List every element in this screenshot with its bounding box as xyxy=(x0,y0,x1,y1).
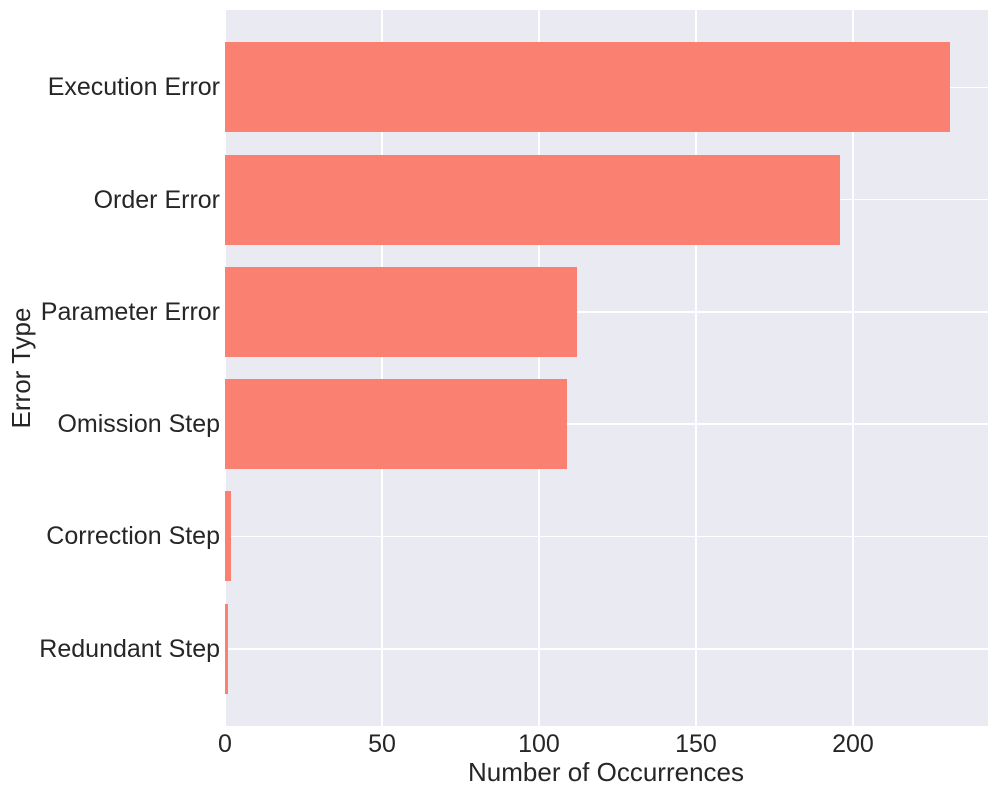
x-tick-label: 150 xyxy=(675,730,717,758)
y-tick-label: Correction Step xyxy=(46,522,220,551)
bar-correction-step xyxy=(225,491,232,582)
y-tick-label: Omission Step xyxy=(57,410,220,439)
bar-redundant-step xyxy=(225,603,229,694)
x-tick-label: 50 xyxy=(368,730,396,758)
x-tick-label: 200 xyxy=(832,730,874,758)
bar-parameter-error xyxy=(225,266,577,357)
bar-omission-step xyxy=(225,379,568,470)
x-tick-label: 100 xyxy=(518,730,560,758)
gridline-vertical-100 xyxy=(538,10,540,726)
gridline-vertical-150 xyxy=(695,10,697,726)
y-tick-label: Execution Error xyxy=(47,73,220,102)
x-tick-label: 0 xyxy=(218,730,232,758)
gridline-horizontal xyxy=(225,311,988,313)
bar-execution-error xyxy=(225,42,951,133)
plot-area xyxy=(224,10,988,726)
gridline-vertical-0 xyxy=(224,10,226,726)
y-tick-label: Parameter Error xyxy=(40,297,220,326)
gridline-horizontal xyxy=(225,535,988,538)
gridline-vertical-200 xyxy=(852,10,854,726)
y-tick-label: Redundant Step xyxy=(39,634,220,663)
bar-order-error xyxy=(225,154,841,245)
x-axis-title: Number of Occurrences xyxy=(468,757,744,787)
y-axis-title: Error Type xyxy=(6,307,36,429)
gridline-horizontal xyxy=(225,423,988,425)
gridline-horizontal xyxy=(225,648,988,650)
gridline-vertical-50 xyxy=(381,10,383,726)
y-tick-label: Order Error xyxy=(93,185,220,214)
